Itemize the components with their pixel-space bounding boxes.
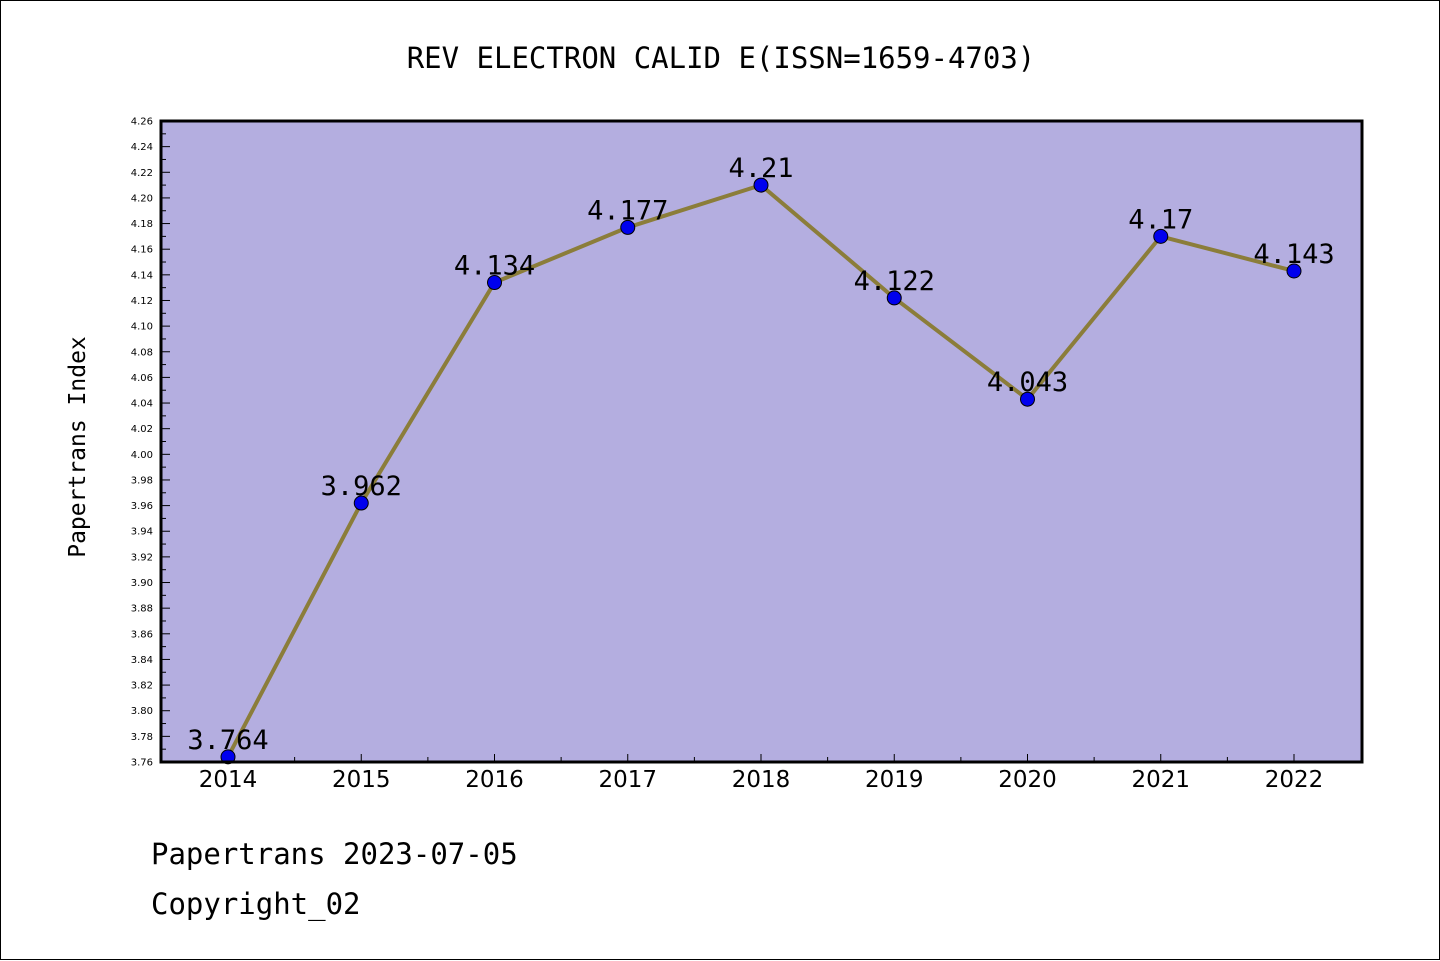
data-point xyxy=(886,290,902,306)
y-tick-label: 3.98 xyxy=(131,475,153,486)
y-tick-label: 3.82 xyxy=(131,681,153,692)
data-point xyxy=(1153,228,1169,244)
x-tick-label: 2014 xyxy=(199,767,258,793)
data-point xyxy=(753,177,769,193)
plot-border xyxy=(159,119,1364,764)
y-axis-label: Papertrans Index xyxy=(65,336,91,558)
data-label: 3.962 xyxy=(321,471,402,502)
x-tick-label: 2015 xyxy=(332,767,391,793)
y-tick-label: 3.90 xyxy=(131,578,153,589)
data-label: 4.134 xyxy=(454,251,535,282)
chart-title: REV ELECTRON CALID E(ISSN=1659-4703) xyxy=(407,41,1036,75)
y-tick-label: 3.94 xyxy=(131,527,153,538)
y-tick-label: 3.92 xyxy=(131,552,153,563)
data-point xyxy=(1020,391,1035,407)
data-label: 4.043 xyxy=(987,367,1068,398)
y-tick-label: 4.16 xyxy=(131,245,153,256)
plot-area xyxy=(161,121,1362,762)
data-point xyxy=(353,495,369,511)
data-point xyxy=(1286,263,1302,279)
data-point xyxy=(487,275,502,291)
data-point xyxy=(220,749,236,765)
y-tick-label: 3.84 xyxy=(131,655,153,666)
data-label: 3.764 xyxy=(187,725,268,756)
x-tick-label: 2018 xyxy=(732,767,791,793)
y-tick-label: 3.80 xyxy=(131,706,153,717)
x-tick-label: 2021 xyxy=(1131,767,1190,793)
y-tick-label: 4.14 xyxy=(131,270,153,281)
footer-source: Papertrans 2023-07-05 xyxy=(151,837,518,871)
y-tick-label: 4.24 xyxy=(131,142,153,153)
y-tick-label: 4.18 xyxy=(131,219,153,230)
y-tick-label: 3.76 xyxy=(131,758,153,769)
data-label: 4.21 xyxy=(728,153,793,184)
data-labels: 3.764 3.962 4.134 4.177 4.21 4.122 4.043 4.17 4.… xyxy=(187,153,1334,756)
data-point xyxy=(620,219,636,235)
y-tick-label: 4.00 xyxy=(131,450,153,461)
y-tick-label: 3.88 xyxy=(131,604,153,615)
x-tick-label: 2016 xyxy=(465,767,524,793)
data-label: 4.122 xyxy=(854,266,935,297)
y-tick-label: 4.02 xyxy=(131,424,153,435)
footer-copyright: Copyright_02 xyxy=(151,887,361,921)
y-tick-label: 3.86 xyxy=(131,629,153,640)
data-label: 4.17 xyxy=(1128,204,1193,235)
data-label: 4.143 xyxy=(1253,239,1334,270)
axis-ticks: 3.76 3.78 3.80 3.82 3.84 3.86 3.88 3.90 3.92 3.94… xyxy=(131,117,1324,794)
x-tick-label: 2019 xyxy=(865,767,924,793)
y-tick-label: 4.10 xyxy=(131,322,153,333)
y-tick-label: 4.04 xyxy=(131,399,153,410)
data-points xyxy=(220,177,1302,765)
y-tick-label: 4.26 xyxy=(131,117,153,128)
data-label: 4.177 xyxy=(587,195,668,226)
y-tick-label: 4.22 xyxy=(131,168,153,179)
y-tick-label: 4.20 xyxy=(131,193,153,204)
x-tick-label: 2020 xyxy=(998,767,1057,793)
x-tick-label: 2022 xyxy=(1265,767,1324,793)
y-tick-label: 4.06 xyxy=(131,373,153,384)
x-tick-label: 2017 xyxy=(598,767,657,793)
y-tick-label: 3.78 xyxy=(131,732,153,743)
y-tick-label: 4.12 xyxy=(131,296,153,307)
y-tick-label: 3.96 xyxy=(131,501,153,512)
y-tick-label: 4.08 xyxy=(131,347,153,358)
